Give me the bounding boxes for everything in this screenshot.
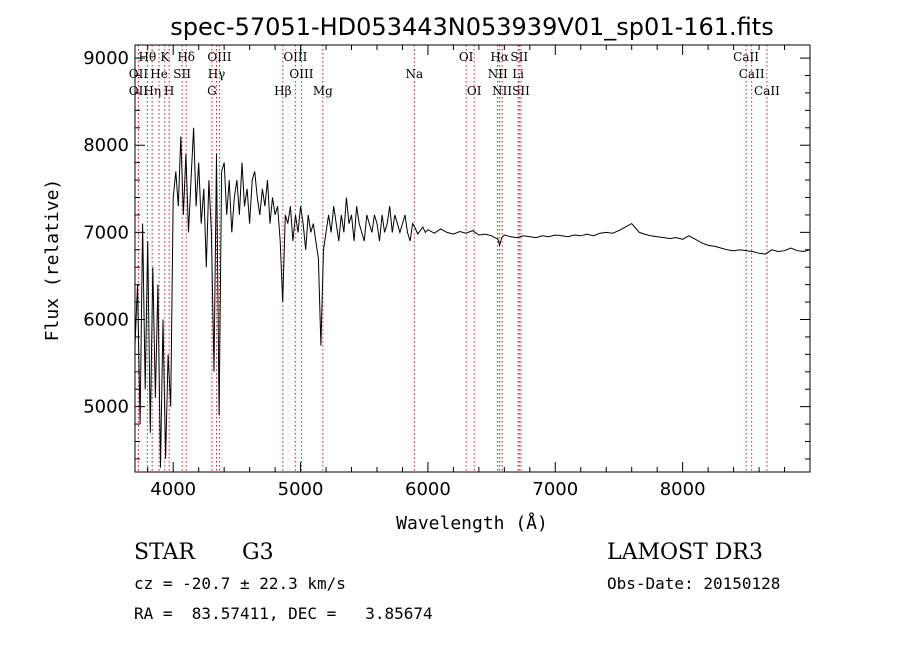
- line-label-20: NII: [488, 67, 508, 81]
- line-label-16: Na: [405, 67, 423, 81]
- survey-name: LAMOST DR3: [607, 540, 763, 565]
- y-axis-label: Flux (relative): [42, 179, 63, 342]
- line-label-7: SII: [173, 67, 191, 81]
- chart-title: spec-57051-HD053443N053939V01_sp01-161.f…: [170, 13, 773, 41]
- line-label-0: Hθ: [139, 50, 157, 64]
- line-label-26: CaII: [739, 67, 765, 81]
- line-label-23: Li: [512, 67, 524, 81]
- y-tick-label-4: 9000: [83, 48, 129, 69]
- line-label-15: Mg: [313, 84, 333, 98]
- line-label-24: SII: [512, 84, 530, 98]
- line-label-19: Hα: [490, 50, 509, 64]
- y-tick-label-1: 6000: [83, 310, 129, 331]
- line-label-18: OI: [467, 84, 482, 98]
- line-label-11: G: [207, 84, 217, 98]
- object-subclass: G3: [242, 540, 274, 565]
- line-label-25: CaII: [733, 50, 759, 64]
- line-label-14: OIII: [289, 67, 313, 81]
- x-tick-label-4: 8000: [660, 479, 706, 500]
- line-label-10: Hγ: [208, 67, 226, 81]
- plot-frame: [134, 44, 811, 473]
- spectral-line-markers: [137, 45, 768, 472]
- line-label-5: He: [150, 67, 168, 81]
- coordinates: RA = 83.57411, DEC = 3.85674: [134, 604, 433, 623]
- line-label-6: H: [164, 84, 174, 98]
- y-axis-ticks: 5000 6000 7000 8000 9000: [83, 48, 810, 460]
- x-tick-label-3: 7000: [532, 479, 578, 500]
- x-axis-label: Wavelength (Å): [396, 512, 548, 534]
- x-tick-label-2: 6000: [405, 479, 451, 500]
- line-label-1: OII: [129, 67, 149, 81]
- x-tick-label-1: 5000: [278, 479, 324, 500]
- line-label-4: K: [160, 50, 170, 64]
- line-label-9: OIII: [207, 50, 231, 64]
- object-class: STAR: [134, 540, 195, 565]
- y-tick-label-2: 7000: [83, 222, 129, 243]
- x-tick-label-0: 4000: [150, 479, 196, 500]
- obs-date: Obs-Date: 20150128: [607, 574, 781, 593]
- line-label-27: CaII: [754, 84, 780, 98]
- line-label-13: OIII: [283, 50, 307, 64]
- x-axis-ticks: 4000 5000 6000 7000 8000: [147, 45, 786, 500]
- redshift-readout: cz = -20.7 ± 22.3 km/s: [134, 574, 346, 593]
- line-label-12: Hβ: [274, 84, 291, 98]
- line-label-3: Hη: [143, 84, 161, 98]
- y-tick-label-0: 5000: [83, 397, 129, 418]
- y-tick-label-3: 8000: [83, 135, 129, 156]
- line-label-8: Hδ: [177, 50, 195, 64]
- line-label-21: NII: [492, 84, 512, 98]
- line-label-2: OII: [129, 84, 149, 98]
- line-label-17: OI: [459, 50, 474, 64]
- line-label-22: SII: [510, 50, 528, 64]
- flux-series-line: [134, 127, 811, 468]
